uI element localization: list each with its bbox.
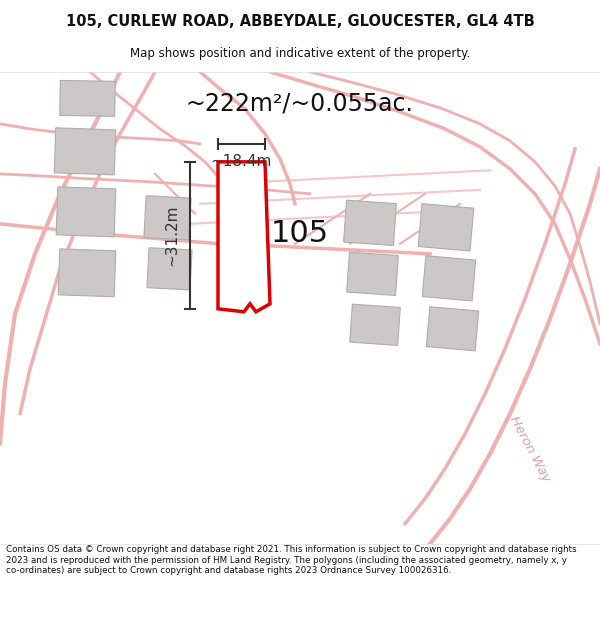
Polygon shape	[144, 196, 191, 240]
Polygon shape	[418, 204, 474, 251]
Text: ~222m²/~0.055ac.: ~222m²/~0.055ac.	[185, 92, 413, 116]
Text: Contains OS data © Crown copyright and database right 2021. This information is : Contains OS data © Crown copyright and d…	[6, 546, 577, 575]
Text: 105: 105	[271, 219, 329, 248]
Polygon shape	[59, 81, 115, 116]
Text: ~31.2m: ~31.2m	[164, 204, 179, 266]
Polygon shape	[347, 252, 398, 296]
Text: ~18.4m: ~18.4m	[211, 154, 272, 169]
Text: Map shows position and indicative extent of the property.: Map shows position and indicative extent…	[130, 48, 470, 61]
Polygon shape	[54, 128, 116, 175]
Polygon shape	[427, 307, 479, 351]
Polygon shape	[350, 304, 400, 346]
Polygon shape	[56, 187, 116, 237]
Text: Heron Way: Heron Way	[507, 414, 553, 484]
Polygon shape	[147, 248, 192, 290]
Text: 105, CURLEW ROAD, ABBEYDALE, GLOUCESTER, GL4 4TB: 105, CURLEW ROAD, ABBEYDALE, GLOUCESTER,…	[65, 14, 535, 29]
Polygon shape	[58, 249, 116, 297]
Polygon shape	[344, 200, 397, 246]
Polygon shape	[218, 162, 270, 312]
Polygon shape	[422, 256, 476, 301]
